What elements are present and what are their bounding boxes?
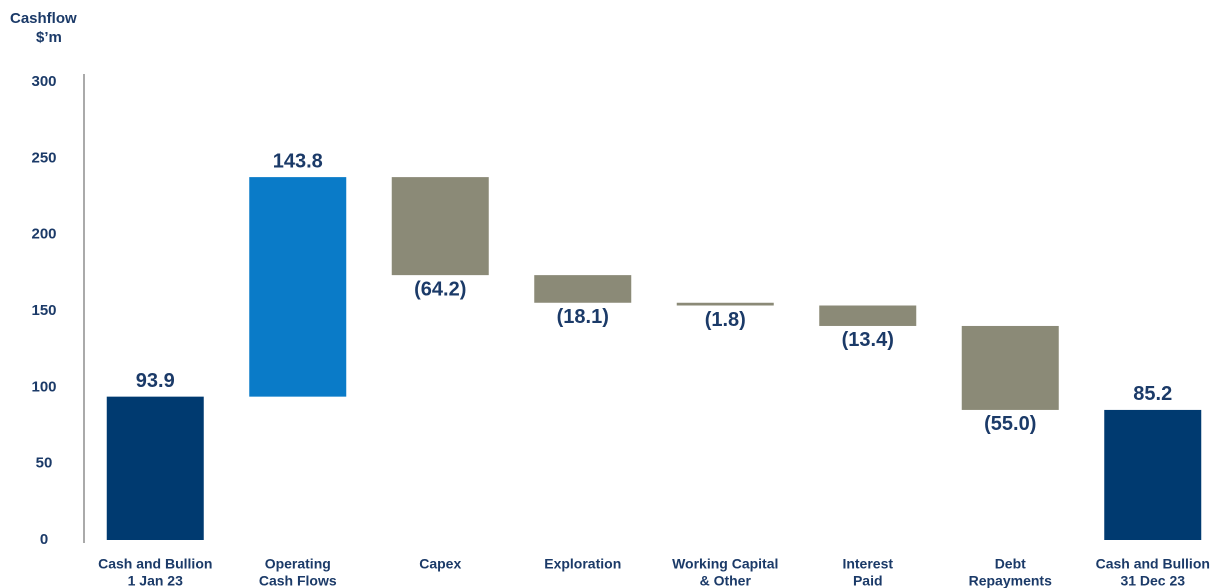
y-tick-label: 200: [31, 226, 56, 243]
y-tick-label: 0: [40, 531, 48, 548]
bar: [819, 305, 917, 326]
y-tick-label: 50: [36, 455, 53, 472]
bar: [961, 325, 1059, 410]
x-tick-label: 1 Jan 23: [128, 573, 183, 588]
x-tick-label: Working Capital: [672, 556, 778, 572]
bar: [391, 177, 489, 276]
bar: [1104, 409, 1202, 540]
value-label: (64.2): [414, 278, 466, 300]
value-label: 93.9: [136, 370, 175, 392]
x-tick-label: Interest: [842, 556, 893, 572]
x-tick-label: Cash and Bullion: [98, 556, 212, 572]
bar: [676, 302, 774, 306]
value-label: (13.4): [842, 329, 894, 351]
x-tick-label: Operating: [265, 556, 331, 572]
value-label: (55.0): [984, 413, 1036, 435]
value-label: 143.8: [273, 150, 323, 172]
bar: [249, 177, 347, 397]
x-tick-label: Exploration: [544, 556, 621, 572]
y-tick-label: 100: [31, 378, 56, 395]
x-tick-label: Debt: [995, 556, 1026, 572]
bar: [106, 396, 204, 540]
x-tick-label: 31 Dec 23: [1120, 573, 1185, 588]
y-tick-label: 250: [31, 149, 56, 166]
y-axis-label: $’m: [36, 29, 62, 46]
chart-title: Cashflow: [10, 10, 77, 27]
y-tick-label: 300: [31, 73, 56, 90]
x-tick-label: & Other: [700, 573, 752, 588]
value-label: (18.1): [557, 306, 609, 328]
value-label: (1.8): [705, 309, 746, 331]
x-tick-label: Repayments: [969, 573, 1052, 588]
bar: [534, 275, 632, 303]
x-tick-label: Paid: [853, 573, 883, 588]
x-tick-label: Cash Flows: [259, 573, 337, 588]
x-tick-label: Cash and Bullion: [1096, 556, 1210, 572]
value-label: 85.2: [1133, 383, 1172, 405]
y-tick-label: 150: [31, 302, 56, 319]
x-tick-label: Capex: [419, 556, 461, 572]
